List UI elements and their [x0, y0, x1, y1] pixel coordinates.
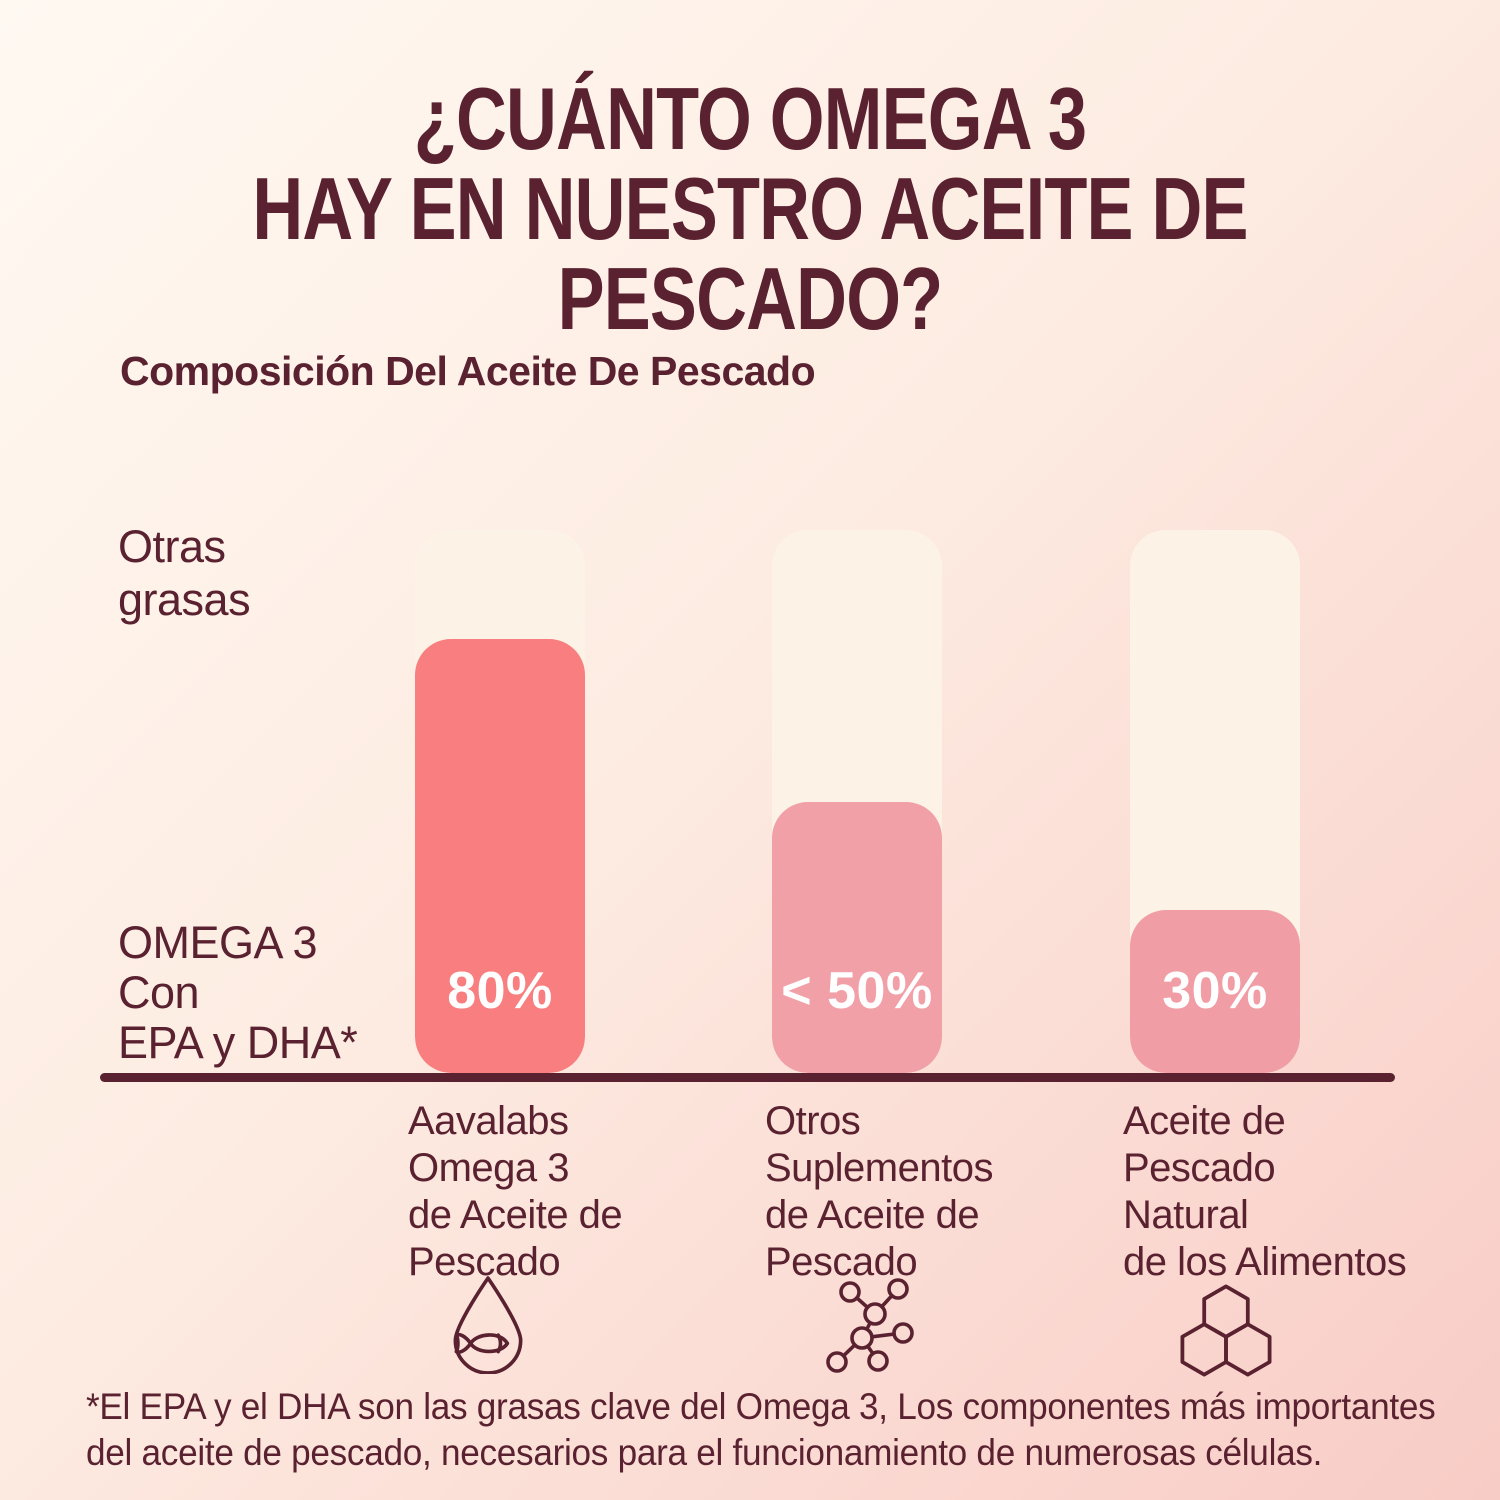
category-label-line: de los Alimentos: [1123, 1240, 1407, 1284]
axis-label-omega3: OMEGA 3 Con EPA y DHA*: [118, 917, 358, 1068]
category-label-line: de Aceite de: [765, 1193, 980, 1237]
footnote-line2: del aceite de pescado, necesarios para e…: [86, 1432, 1323, 1473]
category-label-line: de Aceite de: [408, 1193, 623, 1237]
category-label-line: Pescado: [408, 1240, 561, 1284]
molecule-icon: [818, 1276, 926, 1376]
page-title: ¿CUÁNTO OMEGA 3 HAY EN NUESTRO ACEITE DE…: [150, 74, 1350, 344]
category-label-natural: Aceite de Pescado Natural de los Aliment…: [1123, 1098, 1453, 1286]
category-label-line: Suplementos: [765, 1146, 993, 1190]
axis-label-omega3-line3: EPA y DHA*: [118, 1017, 358, 1068]
x-axis-line: [100, 1073, 1395, 1082]
category-label-line: Omega 3: [408, 1146, 570, 1190]
category-label-aavalabs: Aavalabs Omega 3 de Aceite de Pescado: [408, 1098, 738, 1286]
category-label-line: Pescado: [765, 1240, 918, 1284]
category-label-otros: Otros Suplementos de Aceite de Pescado: [765, 1098, 1095, 1286]
category-label-line: Pescado: [1123, 1146, 1276, 1190]
category-label-line: Aceite de: [1123, 1099, 1286, 1143]
axis-label-otras-grasas-line1: Otras: [118, 521, 226, 572]
droplet-fish-icon: [446, 1272, 530, 1374]
chart-title: Composición Del Aceite De Pescado: [120, 348, 816, 394]
page-title-line1: ¿CUÁNTO OMEGA 3: [413, 69, 1087, 168]
bar-value-label: 30%: [1162, 962, 1268, 1020]
footnote-line1: *El EPA y el DHA son las grasas clave de…: [86, 1386, 1436, 1427]
category-label-line: Otros: [765, 1099, 861, 1143]
page-title-line2: HAY EN NUESTRO ACEITE DE PESCADO?: [252, 159, 1248, 348]
bar-otros-suplementos: < 50%: [772, 530, 942, 1073]
bar-fill-aavalabs: 80%: [415, 638, 585, 1073]
hexagon-cluster-icon: [1163, 1280, 1289, 1381]
bar-fill-otros: < 50%: [772, 801, 942, 1073]
footnote: *El EPA y el DHA son las grasas clave de…: [86, 1384, 1492, 1476]
axis-label-omega3-line2: Con: [118, 967, 200, 1018]
bar-aavalabs-omega3: 80%: [415, 530, 585, 1073]
bar-value-label: 80%: [447, 962, 553, 1020]
category-label-line: Natural: [1123, 1193, 1249, 1237]
bar-aceite-natural: 30%: [1130, 530, 1300, 1073]
axis-label-otras-grasas-line2: grasas: [118, 574, 251, 625]
axis-label-omega3-line1: OMEGA 3: [118, 917, 318, 968]
axis-label-otras-grasas: Otras grasas: [118, 520, 251, 626]
bar-fill-natural: 30%: [1130, 910, 1300, 1073]
bar-value-label: < 50%: [781, 962, 933, 1020]
category-label-line: Aavalabs: [408, 1099, 569, 1143]
